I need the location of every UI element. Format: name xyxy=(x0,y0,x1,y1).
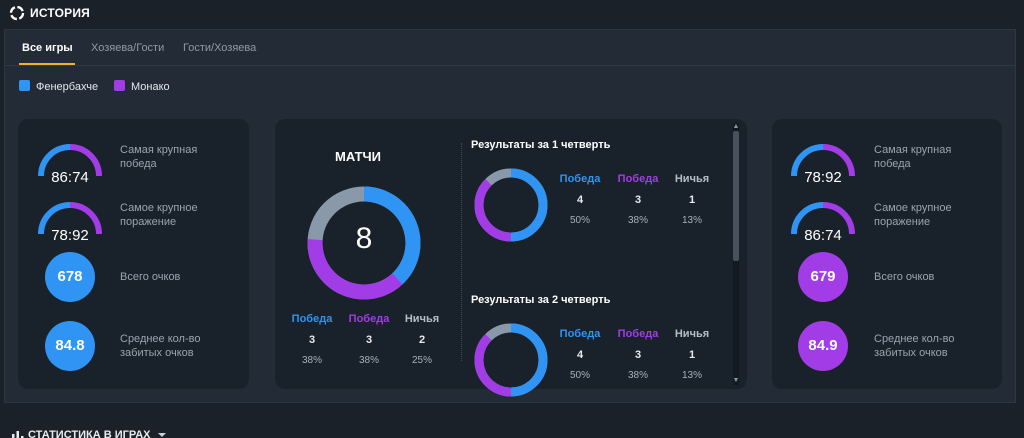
total-points-circle: 678 xyxy=(45,252,95,302)
avg-points-label: Среднее кол-во забитых очков xyxy=(874,333,955,359)
q1-draws: Ничья 1 13% xyxy=(667,173,717,226)
matches-team2-wins: Победа 3 38% xyxy=(344,313,394,366)
tab-away-home[interactable]: Гости/Хозяева xyxy=(183,42,257,54)
result-pct: 13% xyxy=(681,215,702,226)
result-count: 1 xyxy=(688,194,696,206)
matches-draws: Ничья 2 25% xyxy=(397,313,447,366)
result-label: Ничья xyxy=(674,328,710,340)
biggest-win-score: 78:92 xyxy=(804,169,842,186)
biggest-loss-gauge xyxy=(38,202,102,235)
scroll-thumb[interactable] xyxy=(733,131,739,261)
legend-swatch-team2 xyxy=(114,80,125,91)
result-count: 3 xyxy=(308,334,316,346)
history-panel: Все игры Хозяева/Гости Гости/Хозяева Фен… xyxy=(4,29,1016,403)
result-label: Ничья xyxy=(404,313,440,325)
result-count: 3 xyxy=(634,194,642,206)
quarter2-donut-chart xyxy=(474,323,548,397)
legend-label-team2: Монако xyxy=(131,81,170,93)
legend-label-team1: Фенербахче xyxy=(36,81,99,93)
matches-card: МАТЧИ 8 Победа 3 38% Победа 3 38% Ничья … xyxy=(275,119,747,397)
active-tab-indicator xyxy=(19,63,75,65)
page-title: ИСТОРИЯ xyxy=(30,6,91,20)
q2-draws: Ничья 1 13% xyxy=(667,328,717,381)
biggest-win-label: Самая крупная победа xyxy=(120,144,198,170)
q1-team2-wins: Победа 3 38% xyxy=(613,173,663,226)
tab-bar: Все игры Хозяева/Гости Гости/Хозяева xyxy=(5,30,1015,66)
biggest-loss-score: 86:74 xyxy=(804,227,842,244)
result-label: Победа xyxy=(617,173,659,185)
result-count: 4 xyxy=(576,194,584,206)
scroll-down-icon[interactable]: ▼ xyxy=(732,377,740,384)
biggest-loss-label: Самое крупное поражение xyxy=(120,202,198,228)
matches-total: 8 xyxy=(355,222,373,255)
biggest-loss-gauge xyxy=(791,202,855,235)
quarter2-title: Результаты за 2 четверть xyxy=(471,294,611,306)
result-count: 2 xyxy=(418,334,426,346)
avg-points-circle: 84.9 xyxy=(798,321,848,371)
total-points-label: Всего очков xyxy=(120,271,181,283)
quarter1-donut-chart xyxy=(474,168,548,242)
biggest-win-label: Самая крупная победа xyxy=(874,144,952,170)
logo-icon xyxy=(9,5,25,21)
q1-team1-wins: Победа 4 50% xyxy=(555,173,605,226)
matches-team1-wins: Победа 3 38% xyxy=(287,313,337,366)
matches-title: МАТЧИ xyxy=(335,149,381,164)
bar-chart-icon xyxy=(12,431,24,438)
biggest-win-gauge xyxy=(791,144,855,177)
result-pct: 25% xyxy=(411,355,432,366)
legend-item-team1: Фенербахче xyxy=(19,80,98,93)
team2-stats-card: 78:92 Самая крупная победа 86:74 Самое к… xyxy=(772,119,1002,389)
biggest-win-gauge xyxy=(38,144,102,177)
biggest-loss-label: Самое крупное поражение xyxy=(874,202,952,228)
result-pct: 50% xyxy=(569,215,590,226)
result-count: 3 xyxy=(365,334,373,346)
game-stats-section-title[interactable]: СТАТИСТИКА В ИГРАХ xyxy=(28,429,151,438)
chevron-down-icon[interactable] xyxy=(158,433,166,437)
tab-home-away[interactable]: Хозяева/Гости xyxy=(91,42,165,54)
q2-team1-wins: Победа 4 50% xyxy=(555,328,605,381)
quarter1-title: Результаты за 1 четверть xyxy=(471,139,611,151)
total-points-circle: 679 xyxy=(798,252,848,302)
top-bar: ИСТОРИЯ xyxy=(0,0,1024,28)
legend-swatch-team1 xyxy=(19,80,30,91)
result-label: Ничья xyxy=(674,173,710,185)
biggest-loss-score: 78:92 xyxy=(51,227,89,244)
avg-points-label: Среднее кол-во забитых очков xyxy=(120,333,201,359)
result-label: Победа xyxy=(291,313,333,325)
total-points-label: Всего очков xyxy=(874,271,935,283)
result-pct: 38% xyxy=(627,215,648,226)
result-pct: 38% xyxy=(358,355,379,366)
q2-team2-wins: Победа 3 38% xyxy=(613,328,663,381)
result-count: 1 xyxy=(688,349,696,361)
result-pct: 38% xyxy=(627,370,648,381)
divider xyxy=(461,143,462,361)
result-label: Победа xyxy=(617,328,659,340)
result-pct: 50% xyxy=(569,370,590,381)
result-pct: 38% xyxy=(301,355,322,366)
result-label: Победа xyxy=(559,328,601,340)
result-count: 3 xyxy=(634,349,642,361)
result-label: Победа xyxy=(559,173,601,185)
result-pct: 13% xyxy=(681,370,702,381)
tab-all-games[interactable]: Все игры xyxy=(22,42,73,54)
quarters-scrollbar[interactable]: ▲ ▼ xyxy=(731,123,741,385)
result-count: 4 xyxy=(576,349,584,361)
result-label: Победа xyxy=(348,313,390,325)
legend-item-team2: Монако xyxy=(114,80,170,93)
avg-points-circle: 84.8 xyxy=(45,321,95,371)
scroll-up-icon[interactable]: ▲ xyxy=(732,123,740,130)
matches-donut-chart xyxy=(307,186,421,300)
biggest-win-score: 86:74 xyxy=(51,169,89,186)
team1-stats-card: 86:74 Самая крупная победа 78:92 Самое к… xyxy=(18,119,249,389)
